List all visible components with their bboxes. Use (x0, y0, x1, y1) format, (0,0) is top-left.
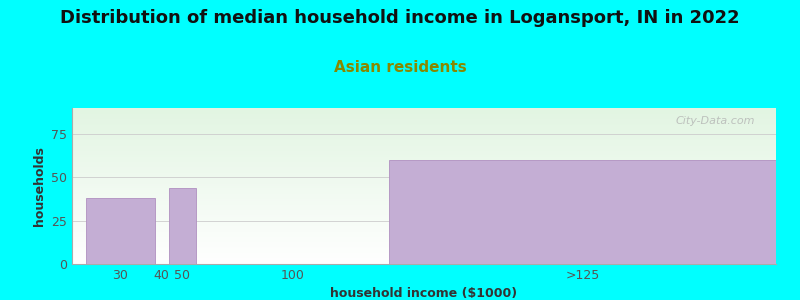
Y-axis label: households: households (33, 146, 46, 226)
Bar (169, 188, 196, 264)
Text: Asian residents: Asian residents (334, 60, 466, 75)
Text: City-Data.com: City-Data.com (675, 116, 755, 126)
Bar (86, 198, 155, 264)
Text: Distribution of median household income in Logansport, IN in 2022: Distribution of median household income … (60, 9, 740, 27)
Bar (390, 160, 776, 264)
X-axis label: household income ($1000): household income ($1000) (330, 287, 518, 300)
